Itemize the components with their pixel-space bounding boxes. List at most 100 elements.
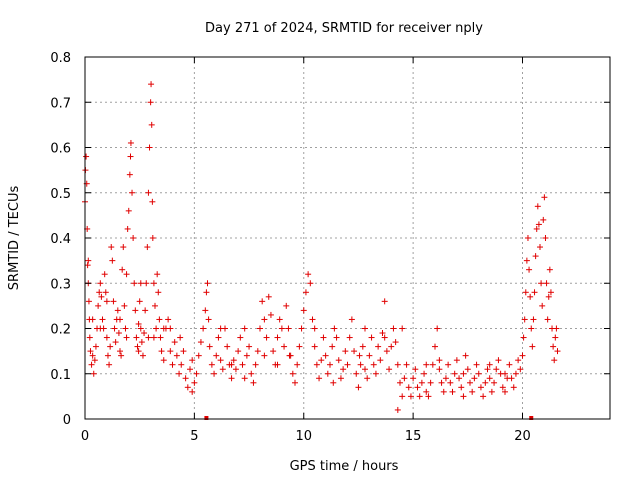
y-tick-label: 0.5: [50, 187, 71, 202]
data-point: [394, 361, 401, 368]
data-point: [278, 325, 285, 332]
data-point: [286, 352, 293, 359]
data-point: [340, 366, 347, 373]
data-point: [108, 244, 115, 251]
data-point: [133, 334, 140, 341]
data-point: [475, 370, 482, 377]
data-point: [213, 352, 220, 359]
data-point: [519, 352, 526, 359]
data-point: [281, 343, 288, 350]
data-point: [425, 393, 432, 400]
data-point: [180, 348, 187, 355]
data-point: [403, 361, 410, 368]
data-point: [228, 375, 235, 382]
data-point: [136, 298, 143, 305]
data-point: [246, 343, 253, 350]
data-point: [96, 289, 103, 296]
data-point: [296, 343, 303, 350]
data-point: [117, 316, 123, 323]
data-point: [111, 325, 118, 332]
data-point: [510, 384, 517, 391]
x-tick-label: 15: [405, 429, 422, 444]
data-point: [375, 343, 382, 350]
data-point: [228, 361, 235, 368]
data-point: [155, 289, 162, 296]
data-point: [139, 352, 146, 359]
data-point: [101, 271, 108, 278]
data-point: [285, 325, 292, 332]
data-point: [219, 366, 226, 373]
data-point: [150, 280, 157, 287]
data-point: [109, 257, 116, 264]
data-point: [145, 334, 152, 341]
data-point: [86, 334, 93, 341]
data-point: [187, 366, 193, 373]
data-point: [137, 325, 144, 332]
data-point: [552, 334, 559, 341]
data-point: [523, 257, 530, 264]
data-point: [311, 325, 318, 332]
data-point: [263, 334, 270, 341]
data-point: [193, 370, 200, 377]
data-point: [154, 271, 161, 278]
data-point: [471, 375, 478, 382]
data-point: [550, 343, 557, 350]
data-point: [486, 361, 493, 368]
data-point: [434, 325, 441, 332]
data-point: [87, 348, 94, 355]
data-point: [302, 289, 309, 296]
data-point: [401, 375, 408, 382]
data-point: [115, 330, 122, 337]
data-point: [414, 384, 421, 391]
data-point: [493, 366, 500, 373]
data-point: [237, 334, 244, 341]
data-point: [547, 289, 554, 296]
data-point: [541, 194, 548, 201]
x-tick-label: 20: [514, 429, 531, 444]
data-point: [324, 370, 331, 377]
data-point: [554, 348, 561, 355]
data-point: [330, 379, 337, 386]
data-point: [397, 379, 403, 386]
data-point: [379, 330, 386, 337]
data-point: [482, 379, 489, 386]
grid: [85, 57, 610, 419]
data-point: [456, 375, 463, 382]
data-point: [119, 266, 126, 273]
data-point: [528, 325, 535, 332]
data-point: [311, 343, 318, 350]
data-point: [449, 388, 456, 395]
data-point: [110, 298, 117, 305]
data-point: [160, 325, 167, 332]
data-point: [138, 339, 145, 346]
data-point: [182, 375, 189, 382]
data-point: [141, 330, 148, 337]
data-point: [241, 375, 248, 382]
data-point: [480, 393, 487, 400]
data-point: [531, 289, 538, 296]
data-point: [85, 298, 92, 305]
data-point: [132, 307, 139, 314]
data-point: [123, 334, 130, 341]
data-point: [553, 325, 560, 332]
data-point: [239, 361, 246, 368]
data-point: [348, 316, 355, 323]
data-point: [353, 370, 360, 377]
data-point: [149, 198, 156, 205]
data-point: [261, 352, 268, 359]
y-tick-label: 0.1: [50, 368, 71, 383]
data-point: [527, 293, 534, 300]
data-point: [254, 348, 261, 355]
data-point: [386, 366, 393, 373]
data-point: [248, 370, 255, 377]
data-point: [520, 334, 527, 341]
data-point: [267, 311, 274, 318]
data-point: [289, 370, 296, 377]
data-point: [502, 388, 508, 395]
data-point: [427, 379, 434, 386]
data-point: [204, 280, 211, 287]
data-point: [98, 293, 105, 300]
data-point: [224, 343, 231, 350]
chart-title: Day 271 of 2024, SRMTID for receiver npl…: [205, 21, 483, 36]
data-point: [313, 361, 320, 368]
